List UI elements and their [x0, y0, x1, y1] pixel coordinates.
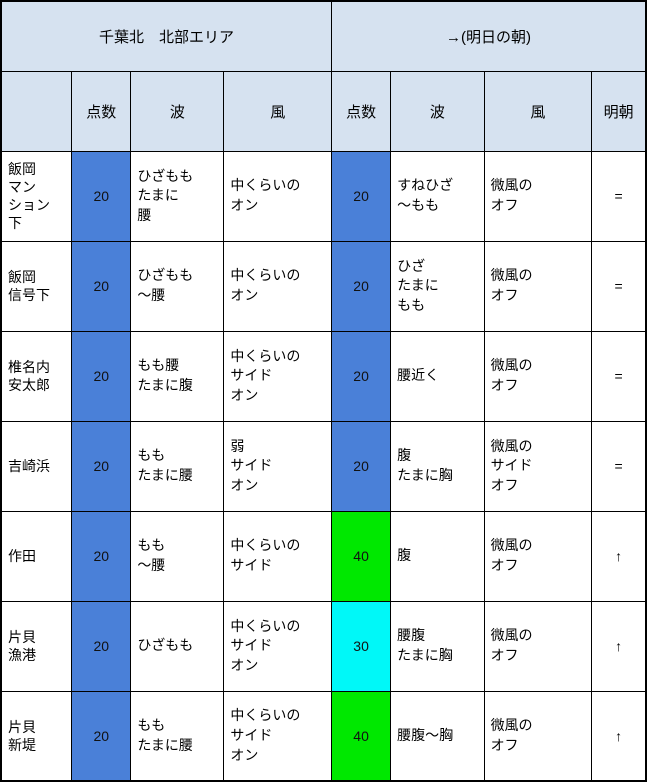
col-score2: 点数 — [332, 71, 391, 151]
score-tomorrow: 30 — [332, 601, 391, 691]
score-tomorrow: 40 — [332, 511, 391, 601]
col-spot — [1, 71, 72, 151]
spot-name: 椎名内安太郎 — [1, 331, 72, 421]
header-right: →(明日の朝) — [332, 1, 646, 71]
wind-now: 中くらいのサイド — [224, 511, 332, 601]
score-now: 20 — [72, 421, 131, 511]
wave-tomorrow: 腰近く — [391, 331, 484, 421]
wave-now: ひざもも — [131, 601, 224, 691]
wave-now: ひざもも〜腰 — [131, 241, 224, 331]
wind-now: 中くらいのオン — [224, 241, 332, 331]
forecast-table: 千葉北 北部エリア →(明日の朝) 点数 波 風 点数 波 風 明朝 飯岡マンシ… — [0, 0, 647, 782]
header-row: 千葉北 北部エリア →(明日の朝) — [1, 1, 646, 71]
score-now: 20 — [72, 511, 131, 601]
wind-now: 中くらいのサイドオン — [224, 691, 332, 781]
spot-name: 飯岡マンション下 — [1, 151, 72, 241]
table-row: 飯岡マンション下20ひざももたまに腰中くらいのオン20すねひざ〜もも微風のオフ= — [1, 151, 646, 241]
score-now: 20 — [72, 691, 131, 781]
wind-tomorrow: 微風のオフ — [484, 331, 592, 421]
wave-tomorrow: すねひざ〜もも — [391, 151, 484, 241]
table-row: 椎名内安太郎20もも腰たまに腹中くらいのサイドオン20腰近く微風のオフ= — [1, 331, 646, 421]
col-wind1: 風 — [224, 71, 332, 151]
score-now: 20 — [72, 241, 131, 331]
score-tomorrow: 40 — [332, 691, 391, 781]
trend: = — [592, 241, 646, 331]
wave-now: ももたまに腰 — [131, 691, 224, 781]
score-now: 20 — [72, 331, 131, 421]
spot-name: 片貝新堤 — [1, 691, 72, 781]
wind-tomorrow: 微風のオフ — [484, 601, 592, 691]
wind-now: 弱サイドオン — [224, 421, 332, 511]
trend: = — [592, 421, 646, 511]
score-now: 20 — [72, 151, 131, 241]
wave-now: もも腰たまに腹 — [131, 331, 224, 421]
score-tomorrow: 20 — [332, 151, 391, 241]
table-row: 飯岡信号下20ひざもも〜腰中くらいのオン20ひざたまにもも微風のオフ= — [1, 241, 646, 331]
spot-name: 吉崎浜 — [1, 421, 72, 511]
trend: ↑ — [592, 691, 646, 781]
wind-now: 中くらいのオン — [224, 151, 332, 241]
wind-now: 中くらいのサイドオン — [224, 601, 332, 691]
trend: = — [592, 331, 646, 421]
score-tomorrow: 20 — [332, 421, 391, 511]
col-wave1: 波 — [131, 71, 224, 151]
wave-tomorrow: ひざたまにもも — [391, 241, 484, 331]
wave-now: ひざももたまに腰 — [131, 151, 224, 241]
col-wave2: 波 — [391, 71, 484, 151]
wave-now: もも〜腰 — [131, 511, 224, 601]
wind-tomorrow: 微風のオフ — [484, 241, 592, 331]
wind-now: 中くらいのサイドオン — [224, 331, 332, 421]
table-row: 片貝漁港20ひざもも中くらいのサイドオン30腰腹たまに胸微風のオフ↑ — [1, 601, 646, 691]
trend: ↑ — [592, 601, 646, 691]
wave-tomorrow: 腹 — [391, 511, 484, 601]
trend: ↑ — [592, 511, 646, 601]
col-wind2: 風 — [484, 71, 592, 151]
wave-tomorrow: 腰腹たまに胸 — [391, 601, 484, 691]
wave-tomorrow: 腰腹〜胸 — [391, 691, 484, 781]
subheader-row: 点数 波 風 点数 波 風 明朝 — [1, 71, 646, 151]
table-row: 吉崎浜20ももたまに腰弱サイドオン20腹たまに胸微風のサイドオフ= — [1, 421, 646, 511]
col-trend: 明朝 — [592, 71, 646, 151]
spot-name: 飯岡信号下 — [1, 241, 72, 331]
spot-name: 片貝漁港 — [1, 601, 72, 691]
trend: = — [592, 151, 646, 241]
score-tomorrow: 20 — [332, 331, 391, 421]
table-row: 片貝新堤20ももたまに腰中くらいのサイドオン40腰腹〜胸微風のオフ↑ — [1, 691, 646, 781]
col-score1: 点数 — [72, 71, 131, 151]
table-row: 作田20もも〜腰中くらいのサイド40腹微風のオフ↑ — [1, 511, 646, 601]
wind-tomorrow: 微風のオフ — [484, 511, 592, 601]
wave-tomorrow: 腹たまに胸 — [391, 421, 484, 511]
header-left: 千葉北 北部エリア — [1, 1, 332, 71]
wind-tomorrow: 微風のオフ — [484, 691, 592, 781]
wind-tomorrow: 微風のオフ — [484, 151, 592, 241]
score-now: 20 — [72, 601, 131, 691]
score-tomorrow: 20 — [332, 241, 391, 331]
wave-now: ももたまに腰 — [131, 421, 224, 511]
wind-tomorrow: 微風のサイドオフ — [484, 421, 592, 511]
spot-name: 作田 — [1, 511, 72, 601]
